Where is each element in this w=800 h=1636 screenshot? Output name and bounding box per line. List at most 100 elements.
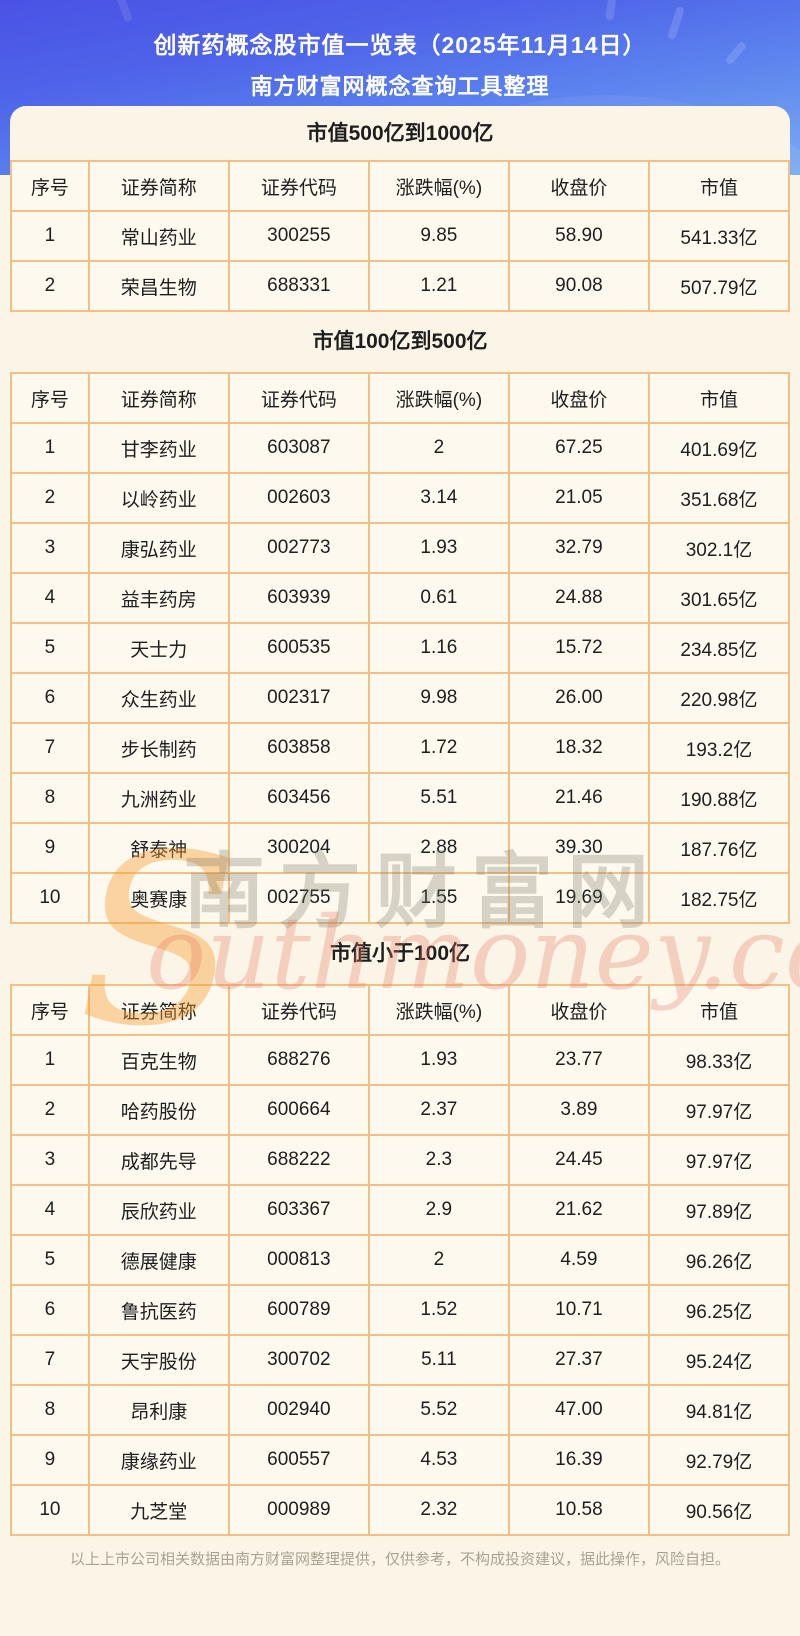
table-cell: 辰欣药业	[87, 1184, 230, 1236]
content-card: 市值500亿到1000亿 序号 证券简称 证券代码 涨跌幅(%) 收盘价 市值 1 常山药业 30…	[10, 106, 791, 1636]
table-cell: 8	[10, 772, 90, 824]
column-header: 涨跌幅(%)	[367, 984, 510, 1036]
table-cell: 000989	[227, 1484, 370, 1536]
disclaimer-text: 以上上市公司相关数据由南方财富网整理提供，仅供参考，不构成投资建议，据此操作，风…	[69, 1551, 730, 1568]
table-cell: 常山药业	[87, 210, 230, 262]
column-header: 证券代码	[227, 984, 370, 1036]
table-header-row: 序号 证券简称 证券代码 涨跌幅(%) 收盘价 市值	[10, 372, 791, 424]
table-row: 2 荣昌生物 688331 1.21 90.08 507.79亿	[10, 260, 791, 312]
section-title: 市值小于100亿	[329, 942, 471, 965]
table-cell: 益丰药房	[87, 572, 230, 624]
table-cell: 21.46	[507, 772, 650, 824]
table-cell: 96.25亿	[647, 1284, 791, 1336]
table-cell: 2.32	[367, 1484, 510, 1536]
table-cell: 600557	[227, 1434, 370, 1486]
column-header: 序号	[10, 984, 90, 1036]
table-cell: 2	[10, 1084, 90, 1136]
table-cell: 4.59	[507, 1234, 650, 1286]
table-cell: 000813	[227, 1234, 370, 1286]
table-cell: 39.30	[507, 822, 650, 874]
stock-table: 序号 证券简称 证券代码 涨跌幅(%) 收盘价 市值 1 常山药业 300255 9.85 58.9…	[10, 160, 791, 312]
column-header: 市值	[647, 984, 791, 1036]
table-row: 5 德展健康 000813 2 4.59 96.26亿	[10, 1234, 791, 1286]
table-cell: 58.90	[507, 210, 650, 262]
table-cell: 23.77	[507, 1034, 650, 1086]
column-header: 序号	[10, 372, 90, 424]
table-cell: 天宇股份	[87, 1334, 230, 1386]
table-cell: 1.93	[367, 522, 510, 574]
table-cell: 4	[10, 572, 90, 624]
table-cell: 3.89	[507, 1084, 650, 1136]
table-row: 1 常山药业 300255 9.85 58.90 541.33亿	[10, 210, 791, 262]
table-cell: 昂利康	[87, 1384, 230, 1436]
column-header: 收盘价	[507, 160, 650, 212]
table-cell: 21.62	[507, 1184, 650, 1236]
table-cell: 351.68亿	[647, 472, 791, 524]
column-header: 证券代码	[227, 160, 370, 212]
table-cell: 90.56亿	[647, 1484, 791, 1536]
column-header: 涨跌幅(%)	[367, 372, 510, 424]
table-cell: 600535	[227, 622, 370, 674]
table-cell: 688331	[227, 260, 370, 312]
table-cell: 301.65亿	[647, 572, 791, 624]
stock-table: 序号 证券简称 证券代码 涨跌幅(%) 收盘价 市值 1 百克生物 688276 1.93 23.7…	[10, 984, 791, 1536]
table-row: 8 九洲药业 603456 5.51 21.46 190.88亿	[10, 772, 791, 824]
table-cell: 德展健康	[87, 1234, 230, 1286]
table-cell: 98.33亿	[647, 1034, 791, 1086]
table-cell: 哈药股份	[87, 1084, 230, 1136]
table-cell: 96.26亿	[647, 1234, 791, 1286]
table-cell: 6	[10, 672, 90, 724]
table-row: 9 舒泰神 300204 2.88 39.30 187.76亿	[10, 822, 791, 874]
table-row: 1 甘李药业 603087 2 67.25 401.69亿	[10, 422, 791, 474]
table-cell: 百克生物	[87, 1034, 230, 1086]
table-cell: 成都先导	[87, 1134, 230, 1186]
column-header: 证券简称	[87, 160, 230, 212]
table-cell: 27.37	[507, 1334, 650, 1386]
page-title: 创新药概念股市值一览表（2025年11月14日）	[153, 32, 647, 58]
table-row: 1 百克生物 688276 1.93 23.77 98.33亿	[10, 1034, 791, 1086]
table-cell: 5.52	[367, 1384, 510, 1436]
column-header: 证券代码	[227, 372, 370, 424]
table-cell: 603367	[227, 1184, 370, 1236]
table-cell: 7	[10, 1334, 90, 1386]
table-cell: 康缘药业	[87, 1434, 230, 1486]
column-header: 收盘价	[507, 984, 650, 1036]
table-row: 8 昂利康 002940 5.52 47.00 94.81亿	[10, 1384, 791, 1436]
table-cell: 鲁抗医药	[87, 1284, 230, 1336]
table-cell: 10.71	[507, 1284, 650, 1336]
table-cell: 300204	[227, 822, 370, 874]
table-cell: 19.69	[507, 872, 650, 924]
table-row: 6 众生药业 002317 9.98 26.00 220.98亿	[10, 672, 791, 724]
table-cell: 15.72	[507, 622, 650, 674]
table-cell: 603858	[227, 722, 370, 774]
table-row: 9 康缘药业 600557 4.53 16.39 92.79亿	[10, 1434, 791, 1486]
table-cell: 步长制药	[87, 722, 230, 774]
section-title: 市值100亿到500亿	[312, 330, 488, 353]
table-cell: 688276	[227, 1034, 370, 1086]
table-cell: 002940	[227, 1384, 370, 1436]
table-row: 5 天士力 600535 1.16 15.72 234.85亿	[10, 622, 791, 674]
table-cell: 1.21	[367, 260, 510, 312]
column-header: 收盘价	[507, 372, 650, 424]
table-cell: 8	[10, 1384, 90, 1436]
table-cell: 600789	[227, 1284, 370, 1336]
table-row: 2 以岭药业 002603 3.14 21.05 351.68亿	[10, 472, 791, 524]
table-cell: 5	[10, 1234, 90, 1286]
table-row: 7 步长制药 603858 1.72 18.32 193.2亿	[10, 722, 791, 774]
table-row: 10 九芝堂 000989 2.32 10.58 90.56亿	[10, 1484, 791, 1536]
table-cell: 0.61	[367, 572, 510, 624]
column-header: 证券简称	[87, 372, 230, 424]
page-subtitle: 南方财富网概念查询工具整理	[250, 74, 550, 99]
table-row: 3 康弘药业 002773 1.93 32.79 302.1亿	[10, 522, 791, 574]
table-cell: 002755	[227, 872, 370, 924]
table-cell: 2.88	[367, 822, 510, 874]
table-cell: 1.72	[367, 722, 510, 774]
table-row: 10 奥赛康 002755 1.55 19.69 182.75亿	[10, 872, 791, 924]
table-cell: 9	[10, 1434, 90, 1486]
table-cell: 21.05	[507, 472, 650, 524]
table-cell: 九洲药业	[87, 772, 230, 824]
table-cell: 1	[10, 210, 90, 262]
table-cell: 603939	[227, 572, 370, 624]
table-cell: 4	[10, 1184, 90, 1236]
table-row: 3 成都先导 688222 2.3 24.45 97.97亿	[10, 1134, 791, 1186]
